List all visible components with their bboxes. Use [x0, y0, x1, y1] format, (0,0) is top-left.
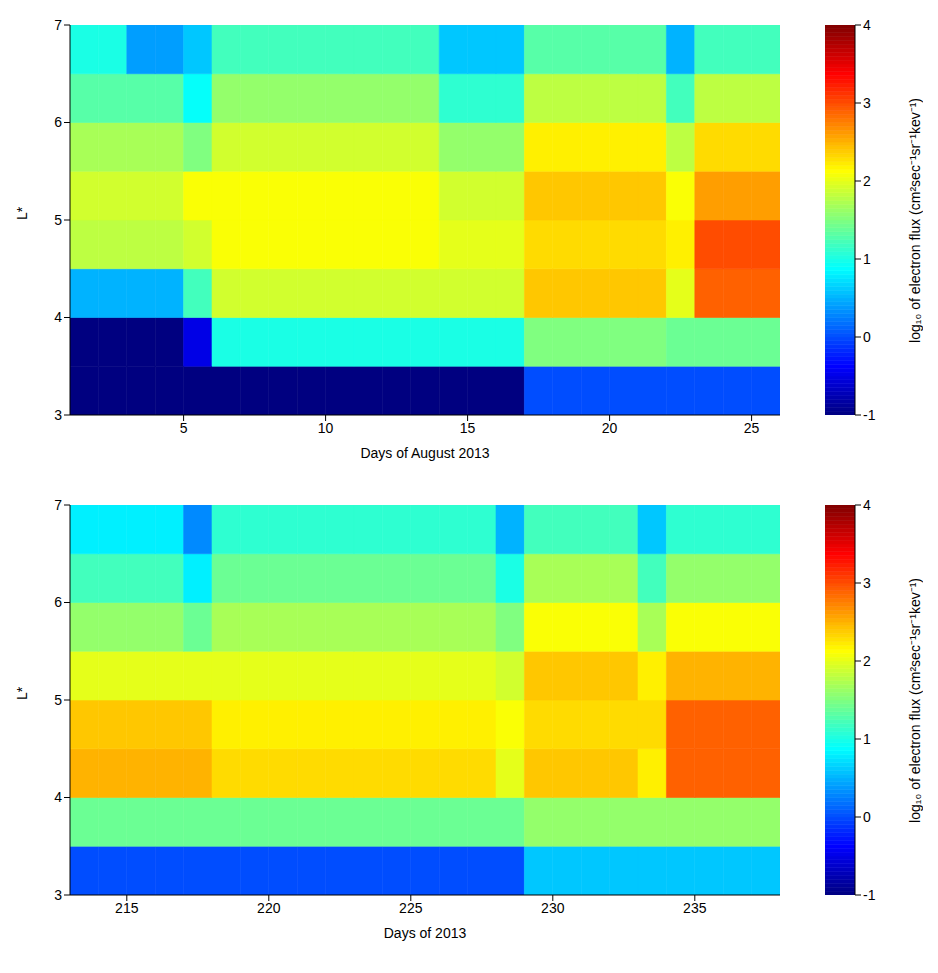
svg-text:230: 230 [541, 900, 565, 916]
svg-text:4: 4 [54, 309, 62, 325]
html-text:log₁₀ of electron flux (cm²sec: log₁₀ of electron flux (cm²sec⁻¹sr⁻¹kev⁻… [906, 97, 923, 343]
svg-text:2: 2 [863, 653, 871, 669]
svg-text:7: 7 [54, 497, 62, 513]
html-text:log₁₀ of electron flux (cm²sec: log₁₀ of electron flux (cm²sec⁻¹sr⁻¹kev⁻… [906, 577, 923, 823]
svg-text:6: 6 [54, 594, 62, 610]
svg-text:Days of 2013: Days of 2013 [384, 925, 467, 941]
svg-text:10: 10 [318, 420, 334, 436]
svg-text:225: 225 [399, 900, 423, 916]
svg-text:215: 215 [115, 900, 139, 916]
svg-text:-1: -1 [863, 407, 876, 423]
svg-text:1: 1 [863, 731, 871, 747]
svg-text:3: 3 [863, 575, 871, 591]
svg-text:2: 2 [863, 173, 871, 189]
svg-text:15: 15 [460, 420, 476, 436]
svg-text:3: 3 [54, 407, 62, 423]
svg-text:4: 4 [863, 17, 871, 33]
svg-text:-1: -1 [863, 887, 876, 903]
svg-text:6: 6 [54, 114, 62, 130]
svg-text:220: 220 [257, 900, 281, 916]
svg-text:5: 5 [54, 212, 62, 228]
svg-text:1: 1 [863, 251, 871, 267]
svg-text:Days of August 2013: Days of August 2013 [360, 445, 489, 461]
svg-text:4: 4 [863, 497, 871, 513]
svg-text:5: 5 [180, 420, 188, 436]
svg-text:3: 3 [54, 887, 62, 903]
svg-text:L*: L* [14, 686, 30, 700]
svg-text:5: 5 [54, 692, 62, 708]
svg-text:4: 4 [54, 789, 62, 805]
svg-text:0: 0 [863, 809, 871, 825]
svg-text:0: 0 [863, 329, 871, 345]
svg-text:L*: L* [14, 206, 30, 220]
svg-text:25: 25 [744, 420, 760, 436]
svg-text:235: 235 [683, 900, 707, 916]
svg-text:7: 7 [54, 17, 62, 33]
svg-text:20: 20 [602, 420, 618, 436]
svg-text:3: 3 [863, 95, 871, 111]
